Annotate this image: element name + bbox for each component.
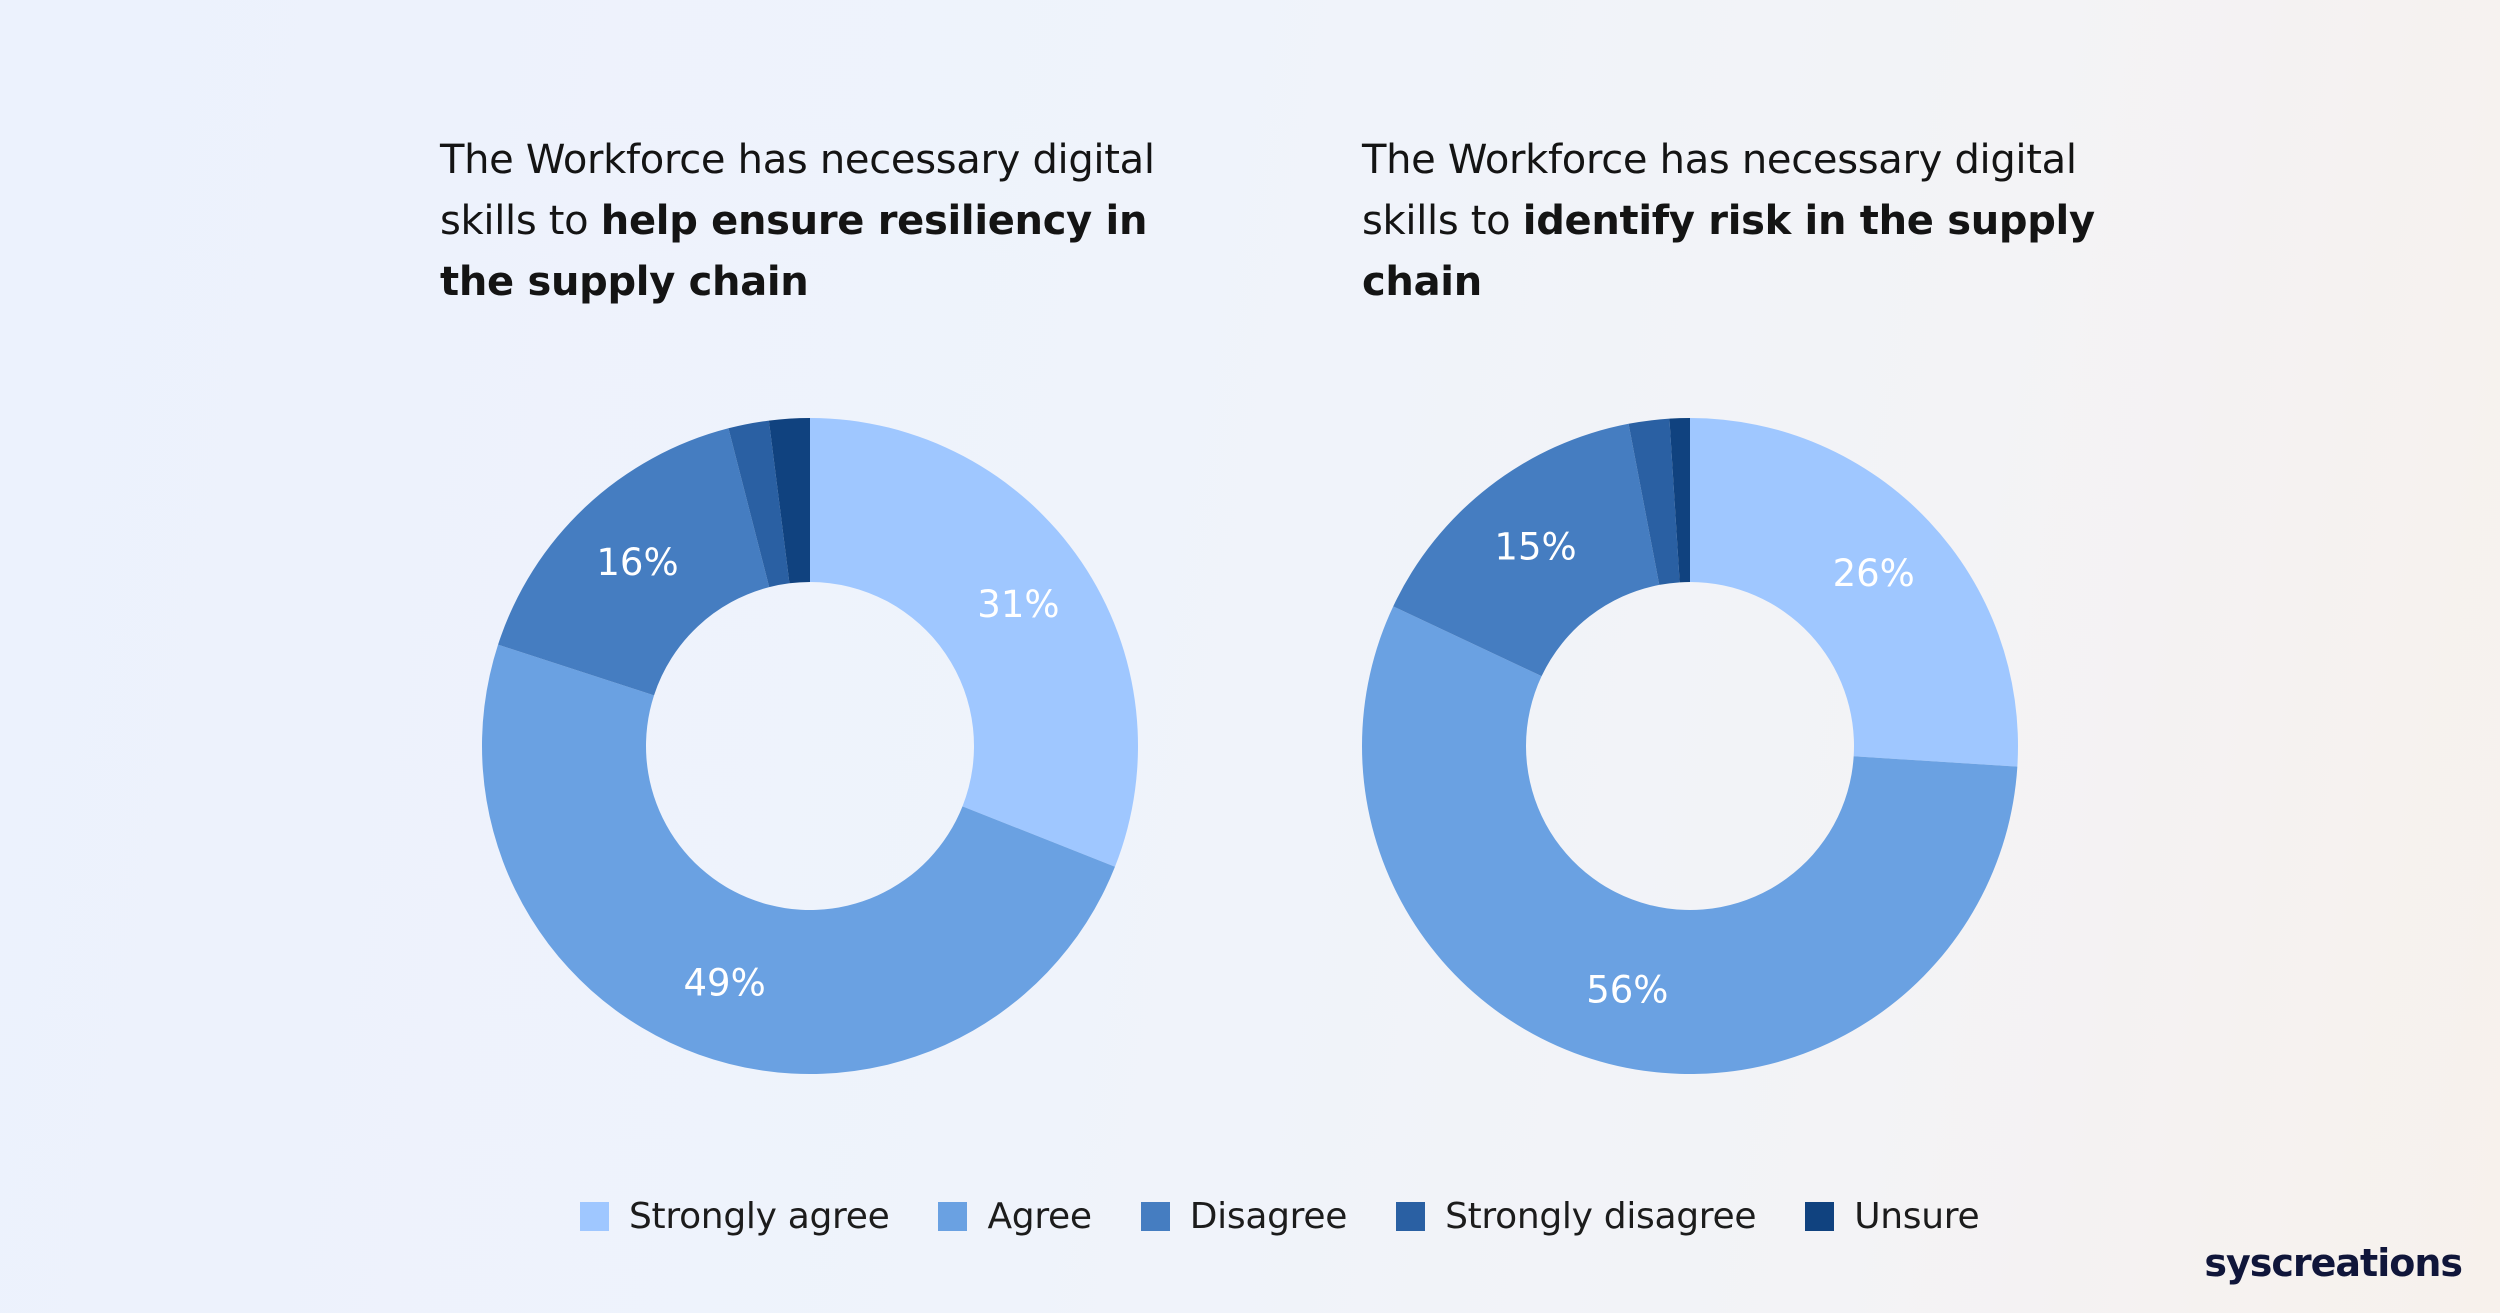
legend-item-strongly-agree: Strongly agree [580, 1196, 890, 1237]
slice-agree [1362, 606, 2018, 1074]
slice-unsure [768, 418, 810, 584]
legend-item-disagree: Disagree [1140, 1196, 1348, 1237]
slice-agree [482, 644, 1115, 1074]
data-label-agree: 56% [1586, 969, 1668, 1012]
legend-swatch [580, 1202, 609, 1231]
chart-legend: Strongly agree Agree Disagree Strongly d… [580, 1196, 1980, 1237]
donut-chart-2: 26% 56% 15% [1362, 418, 2018, 1074]
data-label-disagree: 15% [1494, 525, 1576, 568]
slice-strongly-agree [1690, 418, 2018, 767]
chart-title-risk: The Workforce has necessary digital skil… [1362, 130, 2122, 313]
legend-swatch [1396, 1202, 1426, 1231]
brand-logo: syscreations [2204, 1241, 2463, 1285]
legend-label: Disagree [1189, 1196, 1348, 1237]
legend-item-strongly-disagree: Strongly disagree [1396, 1196, 1757, 1237]
title-emphasis: help ensure resiliency in the supply cha… [440, 198, 1148, 305]
donut-chart-1: 31% 49% 16% [482, 418, 1138, 1074]
legend-label: Strongly agree [629, 1196, 890, 1237]
slice-unsure [1669, 418, 1690, 583]
legend-swatch [938, 1202, 968, 1231]
legend-label: Strongly disagree [1445, 1196, 1757, 1237]
title-text: The Workforce has necessary digital skil… [440, 137, 1155, 244]
slice-strongly-disagree [728, 420, 790, 588]
chart-title-resiliency: The Workforce has necessary digital skil… [440, 130, 1200, 313]
data-label-disagree: 16% [596, 541, 678, 584]
legend-swatch [1140, 1202, 1170, 1231]
legend-label: Agree [987, 1196, 1092, 1237]
title-text: The Workforce has necessary digital skil… [1362, 137, 2077, 244]
slice-disagree [498, 428, 770, 696]
legend-item-agree: Agree [938, 1196, 1092, 1237]
data-label-strongly-agree: 26% [1833, 552, 1915, 595]
legend-swatch [1805, 1202, 1835, 1231]
slice-disagree [1393, 423, 1660, 677]
title-emphasis: identify risk in the supply chain [1362, 198, 2095, 305]
data-label-agree: 49% [684, 962, 766, 1005]
slice-strongly-agree [810, 418, 1138, 867]
legend-item-unsure: Unsure [1805, 1196, 1980, 1237]
legend-label: Unsure [1854, 1196, 1980, 1237]
data-label-strongly-agree: 31% [977, 583, 1059, 626]
slice-strongly-disagree [1628, 418, 1680, 585]
